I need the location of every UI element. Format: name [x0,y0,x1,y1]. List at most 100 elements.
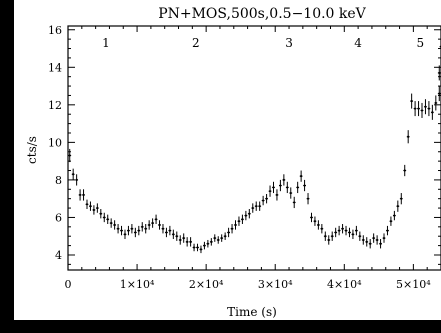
data-point [292,196,296,209]
x-tick-label: 3×10⁴ [258,278,293,291]
data-marker [130,227,133,230]
data-marker [241,218,244,221]
data-marker [154,218,158,221]
segment-labels: 1 2 3 4 5 [102,36,424,50]
data-marker [210,240,213,243]
data-marker [213,236,216,240]
data-marker [72,173,75,176]
chart-panel [14,0,441,320]
data-point [234,220,237,230]
data-marker [303,184,306,187]
data-marker [279,184,282,187]
data-marker [372,236,375,240]
segment-label: 1 [102,36,110,50]
data-point [237,216,241,226]
data-point [244,210,248,221]
data-marker [127,229,130,232]
data-marker [310,216,313,219]
x-axis-label: Time (s) [227,305,277,319]
data-point [330,231,334,241]
data-marker [434,101,437,105]
data-marker [407,135,410,138]
data-point [85,199,89,209]
data-marker [286,186,289,189]
data-point [127,225,130,236]
data-point [68,148,72,163]
data-point [95,203,99,213]
x-tick-label: 4×10⁴ [327,278,362,291]
data-marker [351,233,355,236]
data-point [413,101,417,117]
x-tick-label: 5×10⁴ [396,278,431,291]
data-point [116,224,120,234]
data-marker [358,235,361,238]
data-point [382,233,386,243]
data-marker [420,109,424,112]
data-point [406,130,410,144]
data-marker [413,107,417,110]
data-marker [75,178,78,182]
data-marker [272,186,275,189]
data-marker [403,169,406,172]
data-marker [376,238,379,242]
data-marker [161,227,165,230]
chart-title: PN+MOS,500s,0.5−10.0 keV [158,6,366,22]
data-point [71,168,75,180]
data-marker [255,205,258,208]
data-point [106,214,110,225]
data-marker [158,223,161,227]
data-marker [96,206,99,210]
data-marker [293,201,296,204]
data-point [82,189,85,201]
data-marker [203,244,206,247]
data-marker [68,154,71,157]
data-point [386,225,389,236]
data-point [396,200,400,212]
data-point [424,99,427,115]
data-marker [175,235,178,238]
data-point [78,189,82,201]
data-point [216,236,220,244]
data-marker [230,227,234,230]
data-marker [348,231,351,234]
data-marker [172,233,175,236]
data-point [251,203,255,213]
data-point [182,233,186,243]
data-point [213,234,217,242]
data-points [68,39,441,254]
data-marker [289,191,292,195]
data-marker [151,221,154,225]
data-marker [85,203,89,206]
data-point [247,209,251,219]
y-tick-label: 12 [48,99,62,112]
data-point [303,179,306,192]
data-marker [103,216,106,219]
data-marker [186,240,189,243]
data-marker [275,193,279,197]
data-point [368,239,372,249]
data-point [379,239,382,249]
data-point [337,225,341,236]
plot-frame [67,25,441,271]
data-point [365,237,369,247]
data-point [372,233,376,243]
data-point [316,220,320,230]
segment-label: 5 [416,36,424,50]
data-marker [144,227,147,230]
data-point [389,216,393,226]
x-tick-label: 0 [65,278,72,291]
data-point [185,237,189,247]
data-point [268,185,272,197]
data-marker [334,231,337,234]
data-marker [268,190,272,193]
data-marker [237,220,241,223]
data-point [417,101,420,117]
data-marker [148,223,151,227]
data-point [75,174,79,186]
data-point [306,193,310,205]
data-marker [341,227,344,230]
data-point [399,193,403,205]
data-point [285,181,289,194]
